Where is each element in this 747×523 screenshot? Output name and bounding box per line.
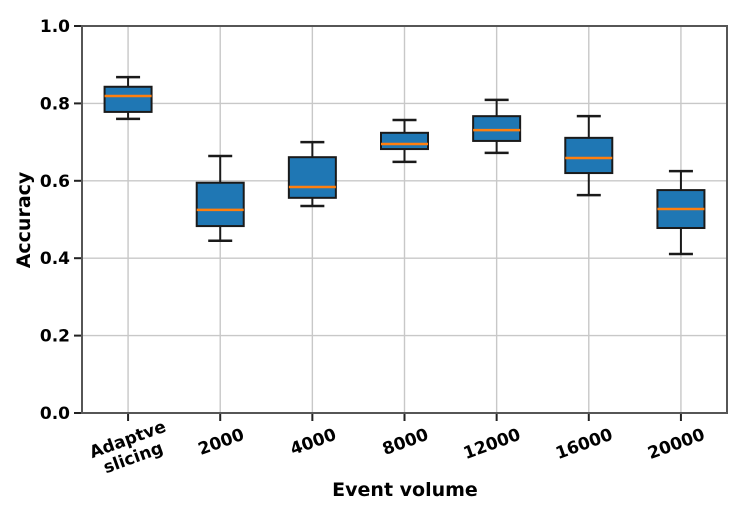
boxplot-box-5 xyxy=(564,114,614,197)
x-tick-label-group: Adaptveslicing xyxy=(87,417,175,481)
y-tick-label: 0.8 xyxy=(40,94,70,114)
x-tick-label: 20000 xyxy=(645,425,708,464)
boxplot-box-4 xyxy=(472,98,522,155)
tick-marks xyxy=(74,25,682,421)
x-axis-title: Event volume xyxy=(332,479,478,501)
x-tick-label-group: 8000 xyxy=(380,425,431,460)
iqr-box xyxy=(472,115,522,142)
boxplot-box-1 xyxy=(195,154,245,243)
x-tick-label-group: 2000 xyxy=(196,425,247,460)
x-tick-label: 16000 xyxy=(553,425,616,464)
iqr-box xyxy=(195,181,245,228)
x-tick-label-group: 16000 xyxy=(553,425,616,464)
x-tick-label: Adaptveslicing xyxy=(87,417,175,481)
y-tick-label: 1.0 xyxy=(40,17,70,37)
boxplot-box-3 xyxy=(380,118,429,164)
x-tick-label-group: 4000 xyxy=(288,425,339,460)
y-tick-label: 0.0 xyxy=(40,404,70,424)
y-tick-label: 0.4 xyxy=(40,249,70,269)
x-tick-label: 2000 xyxy=(196,425,247,460)
x-tick-label-group: 12000 xyxy=(461,425,524,464)
y-tick-label: 0.2 xyxy=(40,327,70,347)
boxplot-box-2 xyxy=(287,140,337,208)
y-tick-label: 0.6 xyxy=(40,172,70,192)
boxplot-box-0 xyxy=(103,75,153,121)
iqr-box xyxy=(103,85,153,113)
gridlines xyxy=(82,25,727,414)
x-tick-label-group: 20000 xyxy=(645,425,708,464)
iqr-box xyxy=(287,156,337,199)
y-axis-title: Accuracy xyxy=(13,171,35,269)
boxplot-box-6 xyxy=(656,169,706,256)
x-tick-label: 12000 xyxy=(461,425,524,464)
iqr-box xyxy=(564,136,614,175)
iqr-box xyxy=(380,131,429,151)
x-tick-label: 4000 xyxy=(288,425,339,460)
plot-border xyxy=(81,25,728,414)
x-tick-label: 8000 xyxy=(380,425,431,460)
